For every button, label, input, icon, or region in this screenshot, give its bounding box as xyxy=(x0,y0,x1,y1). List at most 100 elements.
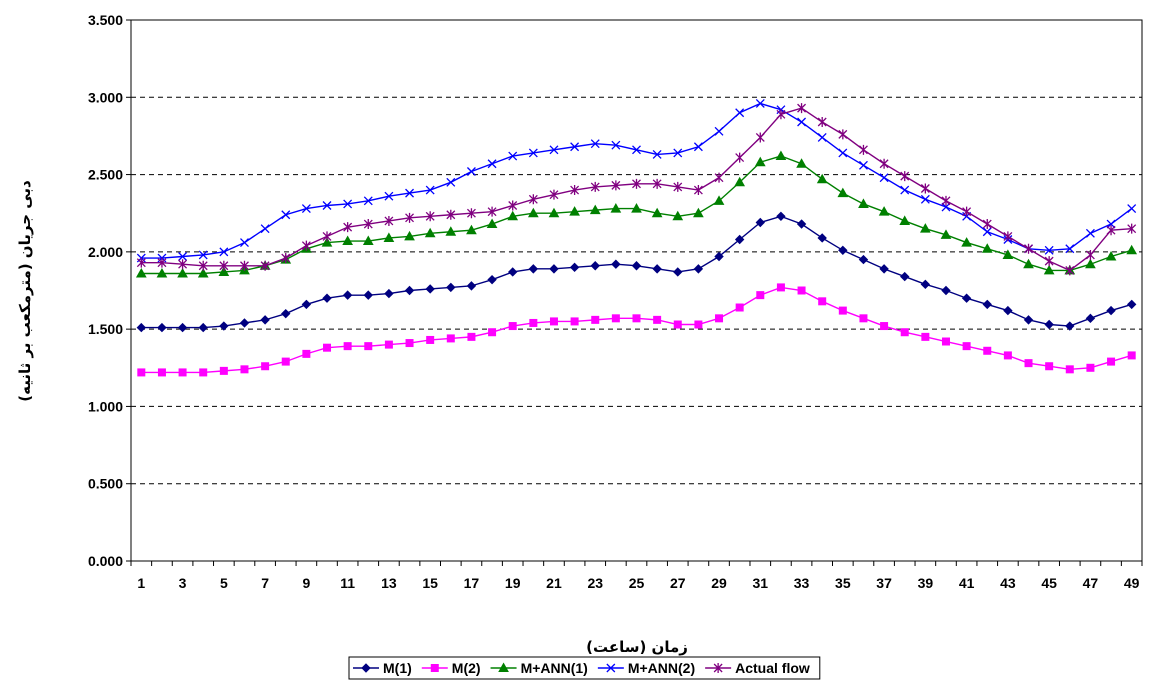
data-point xyxy=(549,264,559,274)
data-point xyxy=(1045,362,1054,371)
data-point xyxy=(920,223,931,233)
data-point xyxy=(673,181,683,192)
data-point xyxy=(1085,258,1096,269)
data-point xyxy=(528,194,538,205)
data-point xyxy=(137,368,146,377)
x-tick-label: 45 xyxy=(1041,575,1057,591)
data-point xyxy=(673,267,683,277)
data-point xyxy=(157,257,167,268)
data-point xyxy=(900,328,909,337)
data-point xyxy=(177,322,188,333)
data-point xyxy=(404,285,415,296)
data-point xyxy=(776,109,786,120)
legend-marker xyxy=(606,663,616,673)
legend-item: Actual flow xyxy=(705,660,810,676)
data-point xyxy=(961,293,972,303)
data-point xyxy=(446,282,456,293)
data-point xyxy=(1065,265,1075,276)
data-point xyxy=(920,194,930,204)
data-point xyxy=(529,318,538,327)
data-point xyxy=(466,281,477,291)
data-point xyxy=(673,148,683,158)
x-tick-label: 1 xyxy=(137,575,145,591)
data-point xyxy=(735,108,745,118)
data-point xyxy=(858,198,869,208)
data-point xyxy=(858,160,868,170)
data-point xyxy=(693,185,703,196)
data-point xyxy=(570,185,580,196)
data-point xyxy=(1085,228,1095,238)
data-point xyxy=(197,267,209,278)
data-point xyxy=(384,340,393,349)
x-tick-label: 11 xyxy=(340,575,355,591)
data-point xyxy=(1085,313,1096,324)
data-point xyxy=(734,234,745,245)
data-point xyxy=(776,283,785,292)
data-point xyxy=(590,181,600,192)
plot-area-frame xyxy=(130,19,1143,562)
legend-label: M(2) xyxy=(452,660,481,676)
data-point xyxy=(281,210,291,220)
data-point xyxy=(281,308,291,319)
x-axis: 1 3 5 7 9 11 13 15 17 19 21 23 25 27 29 31 33 35 37 39 41 43 4… xyxy=(130,561,1143,591)
data-point xyxy=(652,264,662,274)
data-point xyxy=(549,317,558,326)
data-point xyxy=(1024,243,1033,254)
data-point xyxy=(405,212,415,223)
legend-frame xyxy=(348,656,821,680)
data-point xyxy=(281,253,291,264)
legend-marker xyxy=(713,663,723,673)
data-point xyxy=(405,339,414,348)
data-point xyxy=(1106,305,1116,316)
data-point xyxy=(837,187,849,198)
data-point xyxy=(1044,319,1054,330)
data-point xyxy=(1024,359,1033,368)
data-point xyxy=(878,206,890,216)
data-point xyxy=(364,342,373,351)
data-point xyxy=(1023,258,1034,269)
data-point xyxy=(322,293,332,303)
data-point xyxy=(631,261,642,271)
legend-item: M(1) xyxy=(353,660,412,676)
data-point xyxy=(631,203,642,213)
data-point xyxy=(466,167,476,176)
data-point xyxy=(301,204,311,214)
data-point xyxy=(715,314,724,323)
data-point xyxy=(1065,244,1075,254)
data-point xyxy=(239,318,250,328)
data-point xyxy=(610,203,622,213)
x-tick-label: 47 xyxy=(1083,575,1099,591)
data-point xyxy=(467,332,476,341)
x-tick-label: 19 xyxy=(505,575,521,591)
x-tick-label: 41 xyxy=(959,575,975,591)
x-tick-label: 7 xyxy=(261,575,269,591)
data-point xyxy=(632,178,641,189)
series-actual-flow xyxy=(136,103,1137,276)
data-point xyxy=(570,142,580,152)
data-point xyxy=(507,267,518,277)
legend-item: M(2) xyxy=(421,660,481,676)
data-point xyxy=(342,290,353,300)
y-tick-label: 2.000 xyxy=(88,244,123,260)
x-tick-label: 9 xyxy=(302,575,310,591)
data-point xyxy=(343,342,352,351)
data-point xyxy=(466,224,477,235)
data-point xyxy=(797,103,807,114)
data-point xyxy=(302,349,311,358)
data-point xyxy=(384,191,394,201)
data-point xyxy=(879,264,889,274)
legend-label: Actual flow xyxy=(735,660,810,676)
data-point xyxy=(920,279,931,290)
x-tick-label: 37 xyxy=(876,575,892,591)
data-point xyxy=(693,142,703,152)
data-point xyxy=(219,260,229,271)
data-point xyxy=(672,210,684,221)
x-tick-label: 43 xyxy=(1000,575,1016,591)
legend-label: M+ANN(2) xyxy=(628,660,695,676)
data-point xyxy=(1044,245,1054,255)
data-point xyxy=(940,229,952,239)
data-point xyxy=(405,188,415,198)
gridlines xyxy=(131,96,1142,485)
data-point xyxy=(756,291,765,300)
x-tick-label: 21 xyxy=(546,575,562,591)
